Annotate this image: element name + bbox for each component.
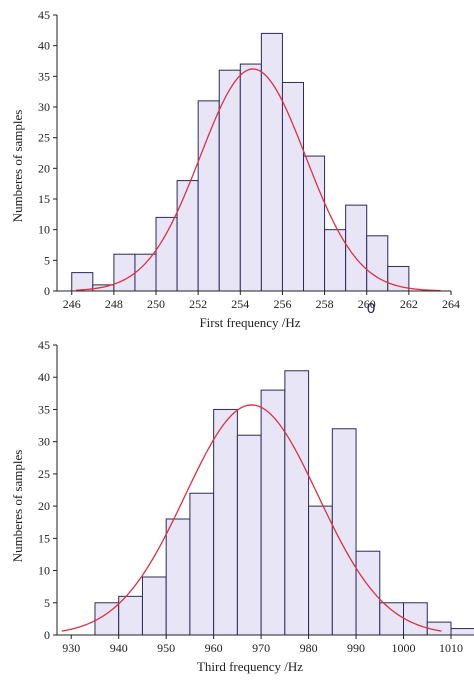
- y-axis-title-text: Numberes of samples: [10, 110, 25, 223]
- x-tick-label: 248: [105, 297, 123, 311]
- histogram-bar: [165, 518, 191, 636]
- y-tick-label: 0: [44, 284, 50, 298]
- histogram-bar: [403, 602, 428, 636]
- histogram-bar: [71, 272, 94, 292]
- histogram-bar: [355, 550, 381, 636]
- x-axis-title: First frequency /Hz: [199, 315, 300, 330]
- y-axis-title: Numberes of samples: [10, 110, 25, 223]
- histogram-bar: [379, 602, 405, 636]
- x-tick-label: 258: [316, 297, 334, 311]
- histogram-bar: [239, 63, 262, 292]
- x-tick-label: 1010: [439, 641, 463, 655]
- y-tick-label: 35: [38, 69, 50, 83]
- x-tick-label: 246: [63, 297, 81, 311]
- y-axis-title-text: Numberes of samples: [10, 450, 25, 563]
- x-tick-label: 960: [205, 641, 223, 655]
- y-tick-label: 15: [38, 192, 50, 206]
- y-tick-label: 5: [44, 596, 50, 610]
- y-tick-label: 25: [38, 467, 50, 481]
- x-tick-label: 980: [300, 641, 318, 655]
- x-tick-label: 254: [231, 297, 249, 311]
- x-tick-label: 252: [189, 297, 207, 311]
- histogram-bar: [260, 32, 283, 292]
- normal-fit-curve: [61, 404, 442, 632]
- y-tick-label: 30: [38, 435, 50, 449]
- histogram-bar: [366, 235, 389, 292]
- histogram-bar: [118, 595, 143, 636]
- y-tick-label: 0: [44, 628, 50, 642]
- x-tick-label: 970: [252, 641, 270, 655]
- histogram-bar: [176, 180, 199, 292]
- y-tick-label: 20: [38, 499, 50, 513]
- x-tick-label: 256: [273, 297, 291, 311]
- histogram-bar: [155, 216, 178, 292]
- x-axis-title: Third frequency /Hz: [197, 659, 303, 674]
- y-tick-label: 10: [38, 223, 50, 237]
- y-tick-label: 45: [38, 8, 50, 22]
- x-tick-label: 930: [62, 641, 80, 655]
- y-tick-label: 40: [38, 39, 50, 53]
- histogram-bar: [113, 253, 136, 292]
- histogram-bar: [141, 576, 167, 636]
- x-tick-label: 264: [442, 297, 460, 311]
- y-tick-label: 40: [38, 370, 50, 384]
- y-tick-label: 15: [38, 531, 50, 545]
- x-tick-label: 1000: [392, 641, 416, 655]
- y-tick-label: 10: [38, 564, 50, 578]
- histogram-bar: [134, 253, 157, 292]
- x-tick-label: 250: [147, 297, 165, 311]
- histogram-bar: [308, 505, 333, 636]
- y-tick-label: 30: [38, 100, 50, 114]
- y-tick-label: 5: [44, 253, 50, 267]
- first-frequency-histogram: Numberes of samples First frequency /Hz …: [10, 8, 460, 330]
- x-tick-label: 260: [358, 297, 376, 311]
- y-tick-label: 20: [38, 161, 50, 175]
- third-frequency-histogram: Numberes of samples Third frequency /Hz …: [10, 340, 474, 674]
- histogram-bar: [281, 81, 305, 292]
- y-tick-label: 35: [38, 402, 50, 416]
- histogram-bar: [236, 434, 262, 636]
- y-axis-title: Numberes of samples: [10, 450, 25, 563]
- y-tick-label: 45: [38, 340, 50, 352]
- x-tick-label: 950: [157, 641, 175, 655]
- histogram-bar: [450, 628, 474, 636]
- x-tick-label: 990: [347, 641, 365, 655]
- x-tick-label: 262: [400, 297, 418, 311]
- histogram-bar: [197, 100, 220, 292]
- normal-fit-curve: [75, 68, 441, 292]
- y-tick-label: 25: [38, 131, 50, 145]
- x-tick-label: 940: [110, 641, 128, 655]
- histogram-bar: [213, 408, 238, 636]
- histogram-bar: [189, 492, 215, 636]
- stray-annotation: 0: [367, 300, 375, 317]
- histogram-bar: [284, 370, 310, 636]
